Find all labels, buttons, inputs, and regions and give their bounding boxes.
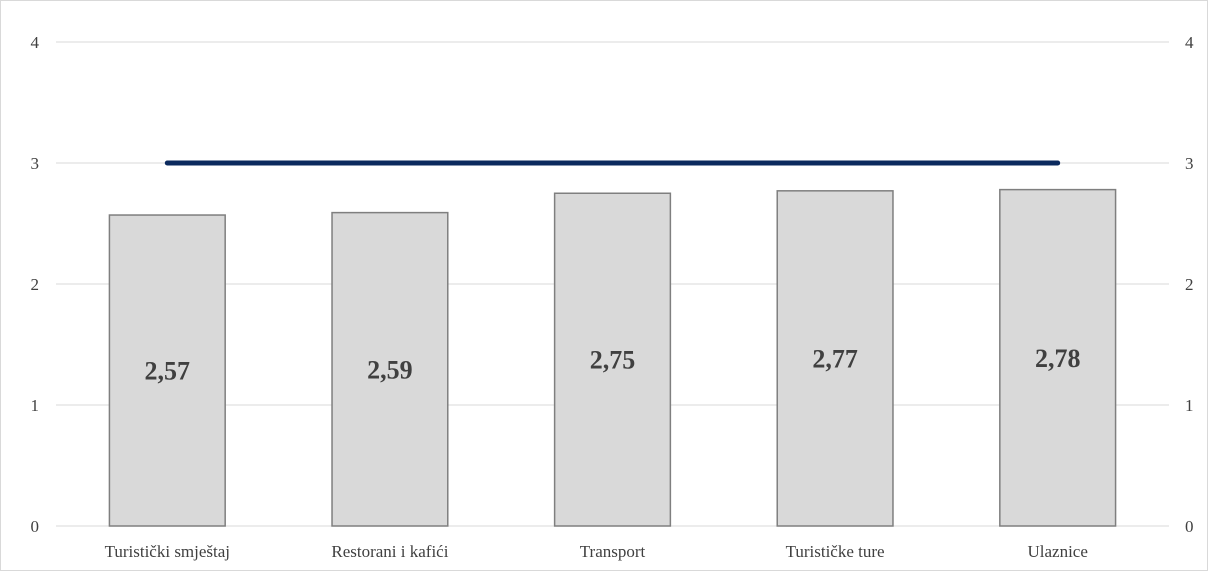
right-y-axis: 0 1 2 3 4 [1185, 33, 1194, 536]
data-label: 2,59 [367, 355, 413, 384]
right-y-tick-label: 1 [1185, 396, 1194, 415]
right-y-tick-label: 2 [1185, 275, 1194, 294]
right-y-tick-label: 0 [1185, 517, 1194, 536]
bar [108, 214, 226, 527]
category-label: Turistički smještaj [105, 542, 230, 561]
category-axis: Turistički smještaj Restorani i kafići Tra… [105, 542, 1088, 561]
data-labels: 2,57 2,59 2,75 2,77 2,78 [145, 344, 1081, 386]
data-label: 2,75 [590, 346, 636, 375]
bar [776, 190, 894, 527]
left-y-tick-label: 4 [31, 33, 40, 52]
bar [999, 188, 1117, 527]
category-label: Turističke ture [786, 542, 885, 561]
category-label: Transport [580, 542, 646, 561]
left-y-tick-label: 3 [31, 154, 40, 173]
bar [331, 211, 449, 527]
bar [553, 192, 672, 527]
category-label: Ulaznice [1027, 542, 1087, 561]
left-y-tick-label: 0 [31, 517, 40, 536]
bars [108, 188, 1117, 527]
category-label: Restorani i kafići [331, 542, 448, 561]
left-y-tick-label: 1 [31, 396, 40, 415]
data-label: 2,57 [145, 357, 191, 386]
data-label: 2,78 [1035, 344, 1081, 373]
right-y-tick-label: 3 [1185, 154, 1194, 173]
right-y-tick-label: 4 [1185, 33, 1194, 52]
left-y-tick-label: 2 [31, 275, 40, 294]
left-y-axis: 0 1 2 3 4 [31, 33, 40, 536]
data-label: 2,77 [812, 344, 858, 373]
